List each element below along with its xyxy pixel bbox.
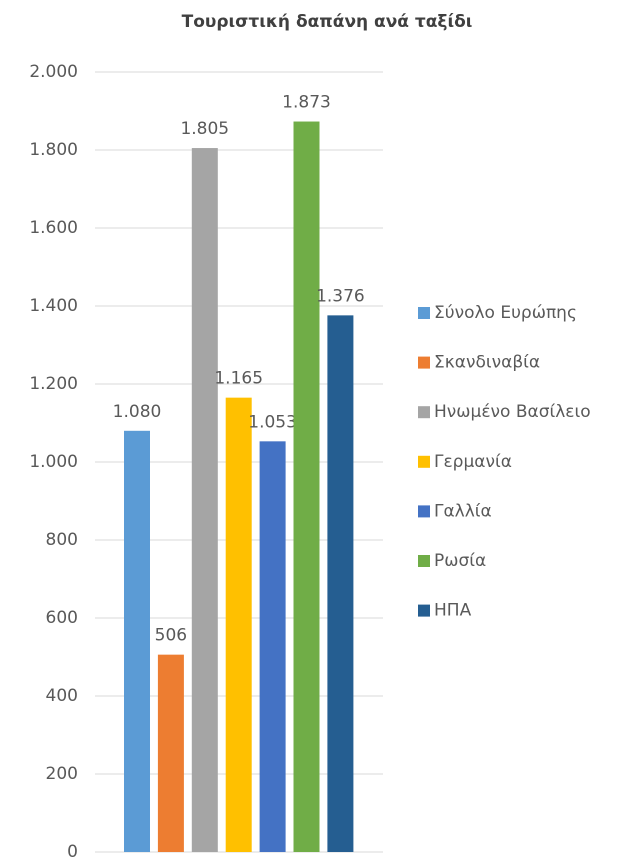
bar: [191, 148, 218, 853]
legend-label: Σκανδιναβία: [434, 353, 540, 373]
y-tick-label: 800: [46, 530, 78, 550]
bar: [327, 315, 354, 852]
y-tick-label: 1.800: [29, 140, 78, 160]
bar: [259, 441, 286, 852]
legend-label: Γαλλία: [434, 501, 492, 521]
legend-swatch: [418, 604, 430, 617]
legend-swatch: [418, 406, 430, 419]
legend-label: Ηνωμένο Βασίλειο: [434, 402, 591, 422]
legend-swatch: [418, 356, 430, 369]
data-label: 1.376: [316, 286, 365, 306]
y-tick-label: 200: [46, 764, 78, 784]
bar: [293, 121, 320, 852]
y-tick-label: 1.200: [29, 374, 78, 394]
y-tick-label: 2.000: [29, 62, 78, 82]
data-label: 1.165: [214, 369, 263, 389]
y-tick-label: 1.000: [29, 452, 78, 472]
y-tick-label: 1.600: [29, 218, 78, 238]
data-label: 506: [155, 626, 187, 646]
data-label: 1.080: [113, 402, 162, 422]
legend-swatch: [418, 555, 430, 567]
legend-label: ΗΠΑ: [434, 601, 472, 621]
y-tick-label: 400: [46, 686, 78, 706]
legend-swatch: [418, 505, 430, 518]
bar: [157, 654, 184, 852]
data-label: 1.873: [282, 93, 331, 113]
bar: [225, 397, 252, 852]
legend-label: Ρωσία: [434, 551, 486, 571]
chart-title: Τουριστική δαπάνη ανά ταξίδι: [182, 12, 473, 32]
legend-swatch: [418, 307, 430, 319]
bar: [124, 430, 150, 852]
data-label: 1.053: [248, 412, 297, 432]
legend-label: Σύνολο Ευρώπης: [434, 303, 577, 323]
legend-swatch: [418, 455, 430, 468]
y-tick-label: 1.400: [29, 296, 78, 316]
data-label: 1.805: [180, 119, 229, 139]
legend-label: Γερμανία: [434, 452, 512, 472]
y-tick-label: 600: [46, 608, 78, 628]
y-tick-label: 0: [67, 842, 78, 862]
